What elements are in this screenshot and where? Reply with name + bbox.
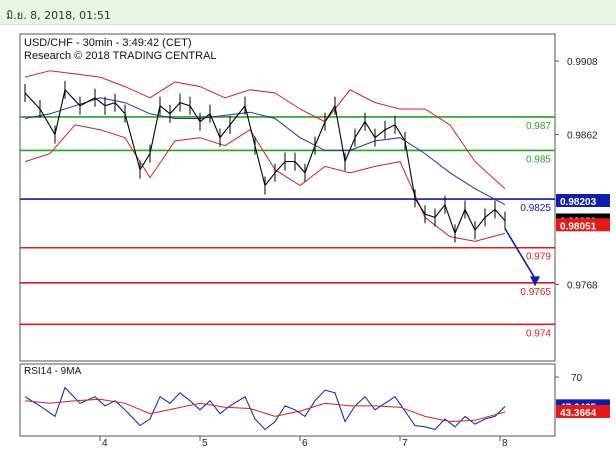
level-label: 0.985 bbox=[526, 154, 551, 165]
x-tick-label: 7 bbox=[402, 438, 408, 446]
rsi-value-tag bbox=[556, 404, 610, 418]
rsi-line bbox=[24, 386, 506, 431]
rsi-ma-line bbox=[24, 398, 506, 423]
price-tag-label: 0.98051 bbox=[560, 221, 597, 232]
level-label: 0.979 bbox=[526, 252, 551, 263]
level-label: 0.9825 bbox=[520, 203, 551, 214]
x-tick-label: 8 bbox=[502, 438, 508, 446]
datetime-bar: มิ.ย. 8, 2018, 01:51 bbox=[0, 0, 616, 25]
chart-title: USD/CHF - 30min - 3:49:42 (CET) bbox=[24, 37, 191, 49]
bollinger-upper-line bbox=[24, 70, 506, 190]
y-tick-label: 0.9862 bbox=[567, 130, 598, 141]
datetime-label: มิ.ย. 8, 2018, 01:51 bbox=[6, 9, 111, 22]
chart-frame: USD/CHF - 30min - 3:49:42 (CET) Research… bbox=[0, 24, 616, 449]
chart-subtitle: Research © 2018 TRADING CENTRAL bbox=[24, 50, 217, 62]
y-tick-label: 0.9908 bbox=[567, 57, 598, 68]
price-chart: USD/CHF - 30min - 3:49:42 (CET) Research… bbox=[19, 33, 610, 449]
price-line bbox=[24, 88, 506, 235]
level-label: 0.987 bbox=[526, 121, 551, 132]
rsi-y-tick-label: 70 bbox=[571, 373, 583, 384]
rsi-panel-border bbox=[19, 363, 556, 437]
level-label: 0.974 bbox=[526, 328, 551, 339]
level-label: 0.9765 bbox=[520, 287, 551, 298]
price-tag bbox=[556, 194, 610, 208]
y-tick-label: 0.9768 bbox=[567, 280, 598, 291]
moving-average-line bbox=[24, 97, 506, 206]
rsi-value-tag-label: 43.3664 bbox=[560, 408, 597, 419]
price-panel-border bbox=[19, 33, 556, 362]
forecast-arrow-head bbox=[530, 276, 540, 287]
x-tick-label: 6 bbox=[302, 438, 308, 446]
price-tag bbox=[556, 218, 610, 232]
x-tick-label: 4 bbox=[102, 438, 108, 446]
price-tag-label: 0.98203 bbox=[560, 197, 597, 208]
x-tick-label: 5 bbox=[202, 438, 208, 446]
rsi-title: RSI14 - 9MA bbox=[24, 366, 82, 377]
forecast-arrow-line bbox=[504, 228, 536, 279]
